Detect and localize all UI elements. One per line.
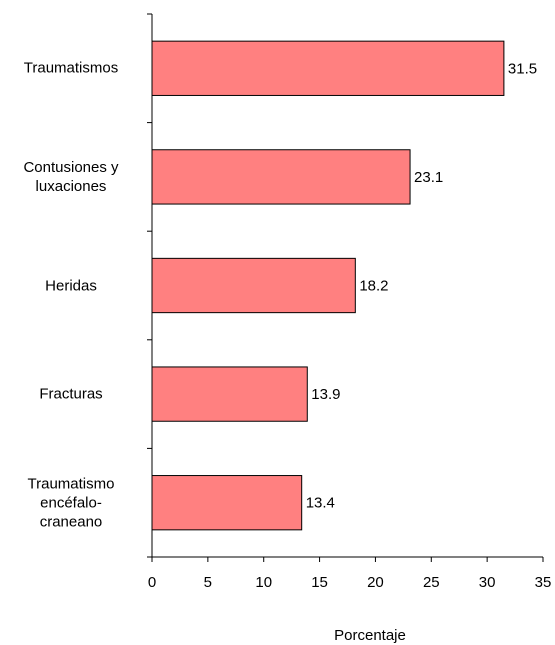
y-tick-label: Contusiones y luxaciones	[23, 158, 119, 195]
x-axis-label: Porcentaje	[334, 627, 406, 644]
y-tick-label: Fracturas	[39, 385, 103, 403]
value-label: 13.4	[306, 495, 335, 512]
value-label: 13.9	[311, 386, 340, 403]
value-label: 18.2	[359, 277, 388, 294]
bar	[151, 40, 505, 96]
x-tick-label: 35	[535, 574, 552, 591]
x-tick-label: 15	[311, 574, 328, 591]
x-tick-label: 25	[423, 574, 440, 591]
bar	[151, 149, 411, 205]
bar	[151, 257, 356, 314]
x-tick-label: 10	[255, 574, 272, 591]
y-tick-label: Traumatismo encéfalo- craneano	[27, 475, 115, 531]
y-tick-label: Traumatismos	[23, 59, 119, 77]
value-label: 31.5	[508, 60, 537, 77]
y-tick-label: Heridas	[45, 277, 97, 294]
x-tick-label: 20	[367, 574, 384, 591]
value-label: 23.1	[414, 169, 443, 186]
x-tick-label: 30	[479, 574, 496, 591]
bar	[151, 366, 308, 422]
x-tick-label: 5	[204, 574, 212, 591]
x-tick-label: 0	[148, 574, 156, 591]
bar	[151, 475, 303, 531]
